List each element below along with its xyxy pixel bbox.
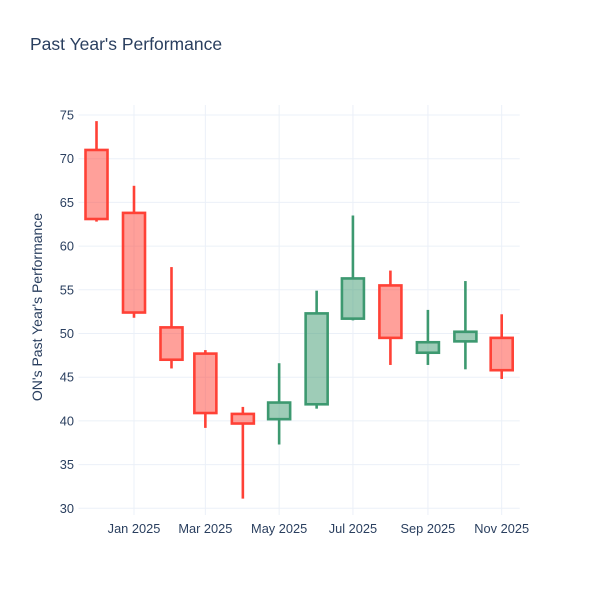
candle-oct-2025 — [453, 281, 478, 370]
tick-layer: 30 35 40 45 50 55 60 65 70 75 Jan 2025 Mar 2025 May … — [60, 108, 529, 537]
candle-body — [121, 211, 147, 314]
y-tick-label-75: 75 — [60, 108, 74, 123]
y-tick-label-35: 35 — [60, 457, 74, 472]
candle-body — [193, 352, 218, 415]
candle-jul-2025 — [340, 215, 366, 321]
candle-body — [378, 284, 403, 340]
candle-body — [415, 340, 441, 355]
y-tick-label-70: 70 — [60, 151, 74, 166]
y-tick-label-40: 40 — [60, 413, 74, 428]
candle-body — [159, 326, 184, 362]
candle-body — [84, 148, 109, 221]
candle-feb-2025 — [159, 267, 184, 369]
y-tick-label-30: 30 — [60, 501, 74, 516]
x-tick-label-nov-2025: Nov 2025 — [474, 521, 529, 536]
candle-nov-2025 — [489, 314, 514, 379]
candle-body — [304, 312, 329, 406]
candle-body — [266, 401, 292, 421]
candle-sep-2025 — [415, 309, 441, 365]
candle-layer — [84, 121, 514, 499]
y-tick-label-60: 60 — [60, 239, 74, 254]
chart-title: Past Year's Performance — [30, 34, 222, 54]
candle-body — [453, 330, 478, 343]
candle-dec-2024 — [84, 121, 109, 222]
x-tick-label-jan-2025: Jan 2025 — [108, 521, 161, 536]
x-tick-label-may-2025: May 2025 — [251, 521, 307, 536]
x-tick-label-jul-2025: Jul 2025 — [329, 521, 377, 536]
candle-body — [489, 336, 514, 372]
candle-mar-2025 — [193, 350, 218, 428]
y-tick-label-50: 50 — [60, 326, 74, 341]
candle-may-2025 — [266, 363, 292, 445]
y-tick-label-65: 65 — [60, 195, 74, 210]
candle-body — [230, 412, 256, 425]
candle-body — [340, 277, 366, 320]
y-axis-title: ON's Past Year's Performance — [29, 213, 45, 401]
candle-jan-2025 — [121, 185, 147, 318]
y-tick-label-55: 55 — [60, 282, 74, 297]
candle-apr-2025 — [230, 406, 256, 499]
y-tick-label-45: 45 — [60, 370, 74, 385]
candle-jun-2025 — [304, 290, 329, 409]
x-tick-label-mar-2025: Mar 2025 — [178, 521, 232, 536]
candle-aug-2025 — [378, 270, 403, 365]
x-tick-label-sep-2025: Sep 2025 — [401, 521, 456, 536]
